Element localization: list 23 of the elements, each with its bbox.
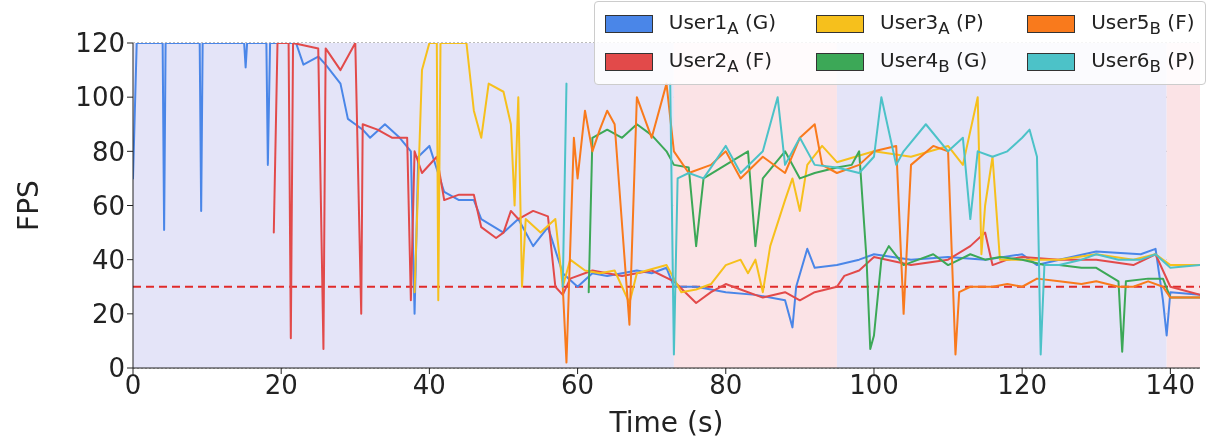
y-tick-label: 80 (91, 136, 125, 167)
line-series (272, 43, 1200, 351)
x-tick-label: 20 (264, 370, 298, 401)
x-axis-title: Time (s) (608, 406, 724, 439)
legend-label: User2$_{A}$ (F) (668, 48, 772, 76)
y-tick-label: 40 (91, 244, 125, 275)
y-axis-title: FPS (11, 180, 45, 231)
line-series (133, 43, 1200, 337)
x-tick-label: 80 (709, 370, 743, 401)
x-tick-label: 140 (1145, 370, 1196, 401)
x-tick-label: 60 (561, 370, 595, 401)
legend-label: User5$_{B}$ (F) (1091, 10, 1195, 38)
x-tick-label: 40 (412, 370, 446, 401)
legend-label: User4$_{B}$ (G) (880, 48, 988, 76)
y-tick-label: 20 (91, 299, 125, 330)
y-tick-label: 60 (91, 190, 125, 221)
y-tick-label: 100 (75, 82, 125, 113)
y-tick-label: 120 (75, 28, 125, 59)
legend-label: User3$_{A}$ (P) (880, 10, 984, 38)
legend-label: User1$_{A}$ (G) (668, 10, 776, 38)
x-tick-label: 120 (997, 370, 1047, 401)
x-tick-label: 100 (849, 370, 899, 401)
legend-label: User6$_{B}$ (P) (1091, 48, 1195, 76)
